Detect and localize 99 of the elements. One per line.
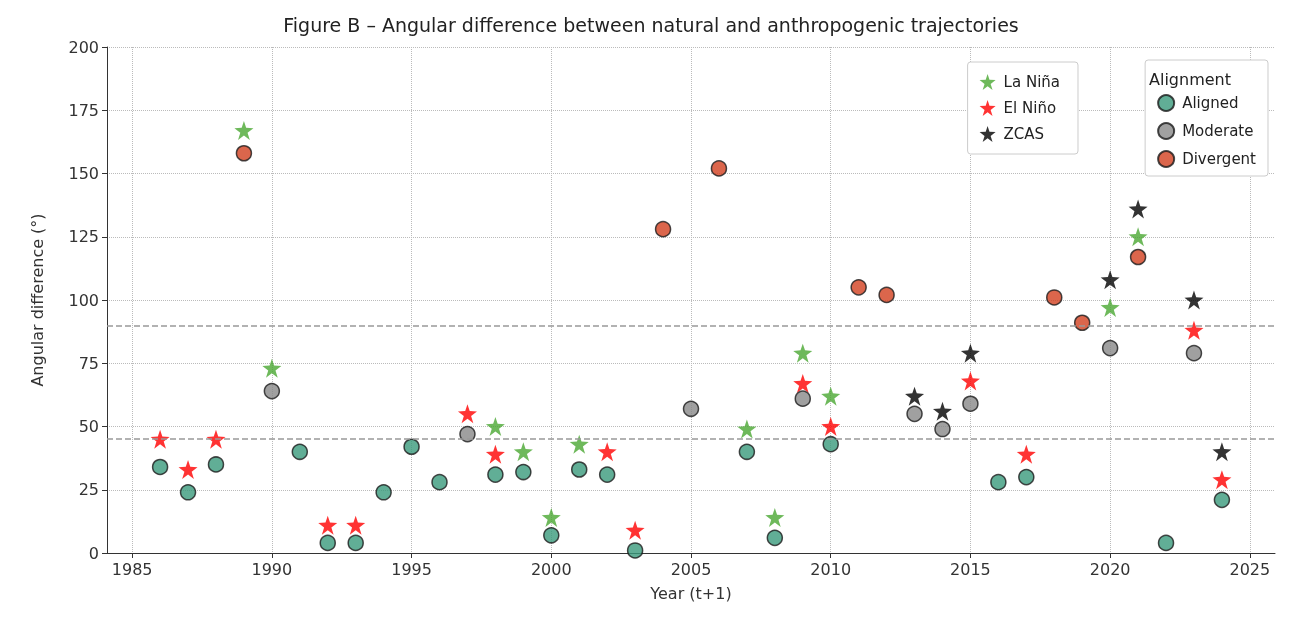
y-tick-label: 100 — [68, 290, 99, 310]
point — [682, 400, 700, 418]
point — [1184, 290, 1204, 310]
point — [319, 534, 336, 552]
legend-label: Moderate — [1182, 122, 1254, 140]
point — [1073, 314, 1091, 332]
point — [960, 343, 980, 363]
point — [1129, 248, 1147, 266]
point — [485, 444, 505, 464]
point — [793, 343, 813, 363]
x-tick-label: 2000 — [530, 559, 572, 579]
point — [1100, 270, 1120, 290]
point — [1016, 444, 1036, 464]
point — [543, 527, 560, 544]
point — [318, 515, 338, 535]
point — [934, 420, 951, 438]
y-tick-label: 200 — [68, 37, 99, 57]
point — [541, 508, 561, 528]
point — [850, 279, 867, 296]
point — [291, 443, 309, 461]
point — [597, 442, 617, 462]
point — [766, 529, 784, 547]
point — [1212, 442, 1232, 462]
y-tick-label: 175 — [68, 100, 99, 120]
point — [738, 443, 756, 461]
point — [990, 473, 1007, 491]
y-axis-title: Angular difference (°) — [27, 213, 47, 387]
point — [346, 515, 366, 535]
point — [234, 120, 254, 140]
point — [1101, 339, 1119, 357]
point — [1046, 289, 1063, 306]
legend-label: La Niña — [1003, 73, 1060, 91]
x-axis-title: Year (t+1) — [649, 583, 732, 603]
point — [1185, 344, 1203, 362]
point — [151, 458, 169, 476]
legend-label: ZCAS — [1003, 125, 1045, 143]
point — [821, 417, 841, 436]
point — [821, 386, 841, 406]
point — [571, 461, 588, 478]
point — [654, 220, 672, 238]
point — [375, 484, 392, 501]
chart-title: Figure B – Angular difference between natural and anthropogenic trajectories — [283, 13, 1019, 36]
point — [207, 456, 225, 473]
point — [932, 401, 952, 421]
point — [1100, 298, 1120, 318]
point — [822, 435, 839, 453]
x-tick-label: 2020 — [1089, 559, 1131, 579]
point — [403, 438, 420, 455]
y-tick-label: 125 — [68, 227, 99, 247]
y-tick-label: 150 — [68, 164, 99, 183]
y-tick-label: 25 — [78, 480, 99, 500]
point — [1212, 470, 1232, 490]
point — [905, 386, 925, 406]
point — [459, 425, 476, 443]
point — [1128, 227, 1148, 247]
point — [710, 160, 728, 177]
point — [906, 405, 923, 423]
x-tick-label: 1995 — [391, 559, 432, 579]
point — [263, 382, 281, 400]
x-tick-label: 2025 — [1229, 559, 1271, 579]
point — [262, 358, 282, 378]
point — [962, 395, 979, 412]
legend-label: El Niño — [1003, 99, 1057, 117]
point — [485, 417, 505, 436]
point — [960, 371, 980, 391]
point — [626, 542, 644, 559]
point — [347, 534, 364, 552]
point — [457, 404, 477, 424]
y-tick-label: 75 — [78, 353, 99, 373]
point — [625, 520, 645, 540]
point — [1213, 491, 1231, 509]
point — [178, 460, 198, 480]
legend-label: Divergent — [1182, 150, 1257, 168]
x-tick-label: 2010 — [810, 559, 852, 579]
point — [1128, 199, 1148, 219]
y-tick-label: 50 — [78, 417, 99, 436]
point — [598, 466, 616, 483]
x-tick-label: 2015 — [950, 559, 991, 579]
x-tick-label: 2005 — [670, 559, 712, 579]
point — [1157, 534, 1175, 552]
legend-title: Alignment — [1149, 69, 1232, 89]
point — [515, 463, 532, 481]
point — [1018, 468, 1035, 486]
x-tick-label: 1985 — [111, 559, 153, 579]
legend-label: Aligned — [1182, 94, 1239, 112]
point — [878, 286, 895, 304]
point — [487, 466, 504, 483]
point — [235, 145, 253, 162]
point — [431, 473, 448, 491]
x-tick-label: 1990 — [251, 559, 293, 579]
y-tick-label: 0 — [88, 543, 99, 563]
point — [513, 442, 533, 462]
point — [793, 373, 813, 393]
point — [179, 484, 197, 501]
point — [737, 419, 757, 439]
point — [794, 390, 812, 407]
point — [765, 508, 785, 528]
point — [569, 434, 589, 454]
point — [1184, 320, 1204, 340]
